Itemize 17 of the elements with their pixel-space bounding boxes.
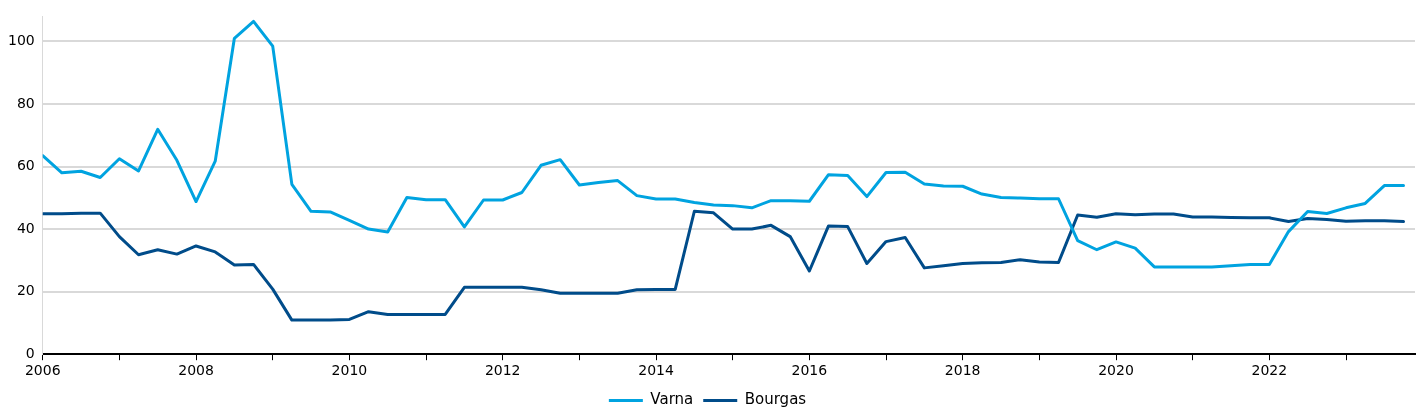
- y-tick-label: 80: [16, 94, 35, 111]
- x-tick-label: 2006: [24, 362, 61, 379]
- x-tick-label: 2020: [1098, 362, 1134, 379]
- x-tick-label: 2016: [791, 362, 828, 379]
- x-tick-label: 2022: [1251, 362, 1288, 379]
- x-tick-label: 2018: [944, 362, 981, 379]
- legend-label: Bourgas: [744, 390, 807, 409]
- x-tick-label: 2014: [638, 362, 674, 379]
- x-tick-label: 2008: [178, 362, 214, 379]
- legend-label: Varna: [650, 390, 694, 409]
- y-tick-label: 100: [7, 32, 35, 49]
- x-tick-label: 2010: [331, 362, 368, 379]
- x-tick-label: 2012: [484, 362, 521, 379]
- y-tick-label: 40: [16, 219, 35, 236]
- y-tick-label: 20: [16, 282, 35, 299]
- y-tick-label: 60: [16, 157, 35, 174]
- y-tick-label: 0: [25, 344, 35, 361]
